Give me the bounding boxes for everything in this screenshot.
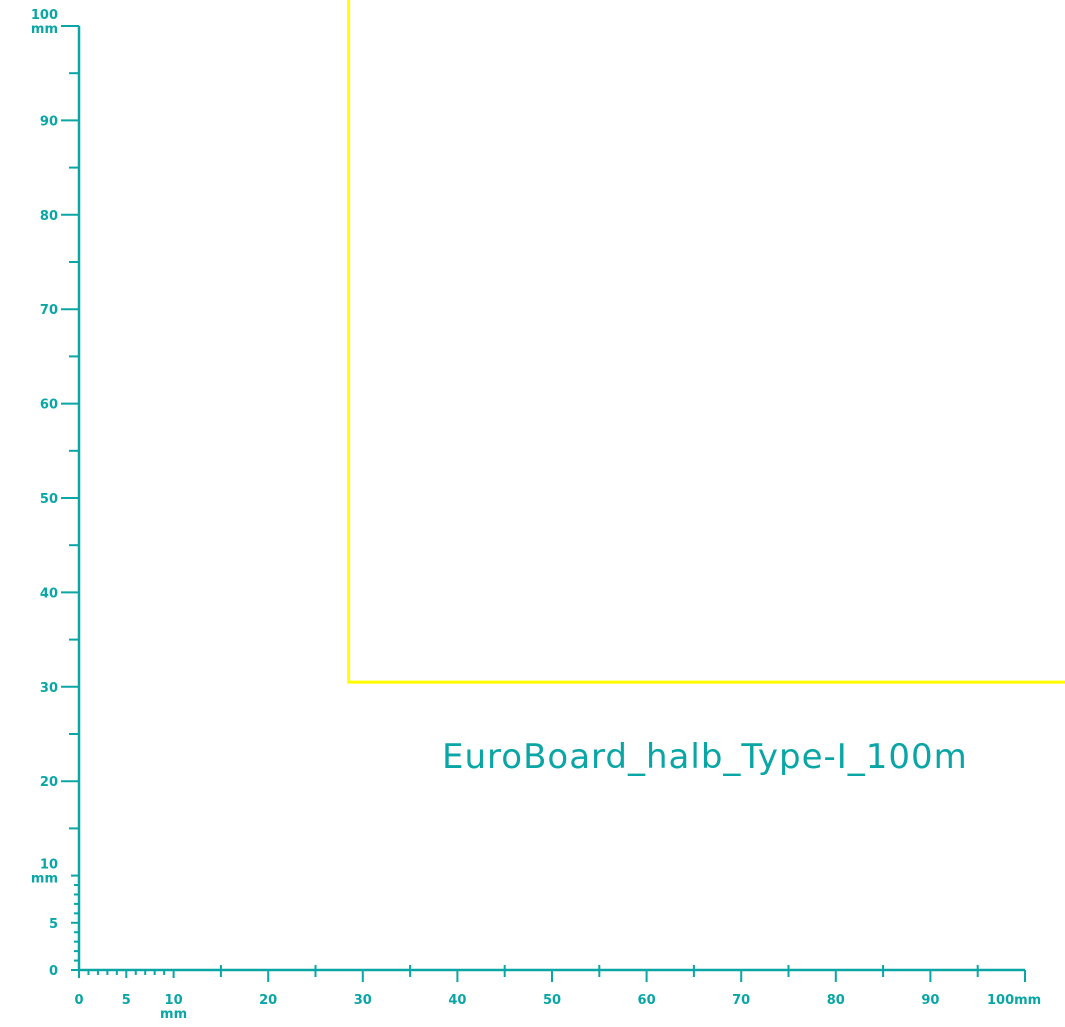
x-tick-label: 10 [165, 993, 183, 1008]
board-label: EuroBoard_halb_Type-I_100m [442, 737, 968, 777]
x-tick-label: 5 [122, 993, 131, 1008]
y-unit-label: mm [31, 872, 58, 887]
y-tick-label: 80 [40, 209, 58, 224]
y-tick-label: 30 [40, 681, 58, 696]
x-unit-label: mm [160, 1007, 187, 1022]
y-tick-label: 50 [40, 492, 58, 507]
x-tick-label: 50 [543, 993, 561, 1008]
x-tick-label: 40 [448, 993, 466, 1008]
y-tick-label: 90 [40, 114, 58, 129]
x-tick-label: 30 [354, 993, 372, 1008]
y-tick-label: 70 [40, 303, 58, 318]
y-tick-label: 100 [31, 8, 58, 23]
board-outline [347, 0, 1065, 684]
y-tick-label: 5 [49, 917, 58, 932]
x-tick-label: 70 [732, 993, 750, 1008]
y-tick-label: 40 [40, 586, 58, 601]
x-tick-label: 20 [259, 993, 277, 1008]
x-tick-label: 60 [638, 993, 656, 1008]
x-tick-label: 0 [74, 993, 83, 1008]
x-tick-label: 90 [921, 993, 939, 1008]
x-tick-label: 100mm [987, 993, 1041, 1008]
y-tick-label: 60 [40, 398, 58, 413]
x-tick-label: 80 [827, 993, 845, 1008]
y-tick-label: 20 [40, 775, 58, 790]
board-outline-edge [347, 0, 1065, 684]
y-tick-label: 0 [49, 964, 58, 979]
y-unit-label: mm [31, 22, 58, 37]
y-tick-label: 10 [40, 858, 58, 873]
